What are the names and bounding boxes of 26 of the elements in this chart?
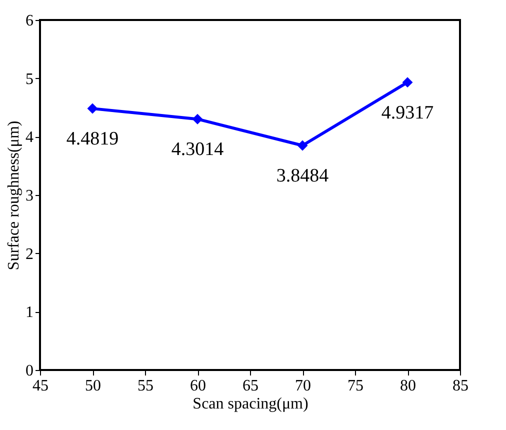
point	[87, 103, 98, 114]
x-tick-label: 70	[295, 378, 311, 394]
x-tick-label: 75	[348, 378, 364, 394]
y-tick-label: 1	[26, 304, 34, 322]
y-tick-label: 3	[26, 188, 34, 204]
y-tick-label: 0	[26, 362, 34, 380]
point	[297, 140, 308, 151]
x-tick-label: 60	[190, 378, 206, 394]
y-axis-title: Surface roughness(μm)	[6, 120, 22, 270]
y-tick-label: 4	[26, 129, 34, 146]
y-tick-label: 2	[26, 246, 34, 263]
x-tick-label: 50	[85, 378, 101, 394]
data-label: 4.3014	[171, 139, 224, 160]
point	[192, 114, 203, 124]
data-label: 4.4819	[66, 128, 119, 150]
x-tick-label: 65	[242, 378, 258, 394]
x-tick-label: 80	[400, 378, 416, 394]
x-tick-label: 55	[138, 378, 154, 394]
data-label: 4.9317	[381, 102, 434, 124]
x-tick-label: 85	[452, 378, 468, 394]
x-axis-title: Scan spacing(μm)	[192, 396, 308, 412]
point	[402, 77, 413, 88]
data-label: 3.8484	[276, 166, 330, 187]
y-tick-label: 6	[26, 12, 34, 30]
x-tick-label: 45	[32, 378, 48, 394]
y-tick-label: 5	[26, 70, 34, 88]
